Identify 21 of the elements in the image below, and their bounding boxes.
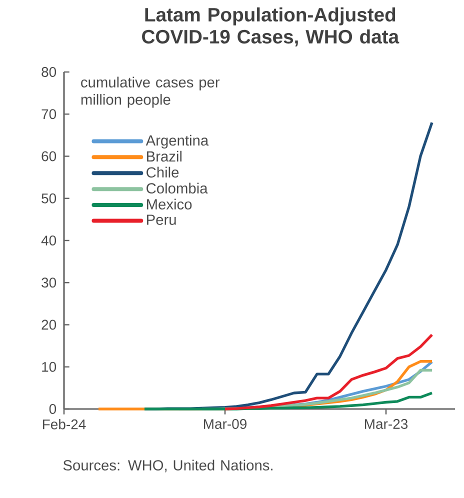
legend-label: Peru xyxy=(147,214,176,225)
legend-label: Brazil xyxy=(147,150,182,162)
x-tick-label: Mar-09 xyxy=(204,419,246,429)
y-tick-label: 10 xyxy=(42,362,56,372)
y-tick-label: 60 xyxy=(42,151,56,162)
legend-label: Colombia xyxy=(146,182,208,194)
x-tick-label: Mar-23 xyxy=(364,419,408,429)
y-axis-title: cumulative cases per million people xyxy=(81,76,220,108)
legend-label: Chile xyxy=(146,166,179,178)
y-tick-label: 50 xyxy=(42,193,56,204)
y-tick-label: 70 xyxy=(42,109,56,120)
legend-label: Argentina xyxy=(146,134,209,149)
source-note: Sources: WHO, United Nations. xyxy=(63,460,272,472)
chart-title: Latam Population-Adjusted COVID-19 Cases, WHO data xyxy=(142,7,400,46)
x-tick-label: Feb-24 xyxy=(42,419,86,430)
legend-label: Mexico xyxy=(147,198,192,210)
y-tick-label: 80 xyxy=(42,67,56,77)
y-tick-label: 20 xyxy=(42,320,56,330)
y-tick-label: 30 xyxy=(42,278,56,288)
y-tick-label: 0 xyxy=(49,404,56,414)
y-tick-label: 40 xyxy=(41,236,56,246)
